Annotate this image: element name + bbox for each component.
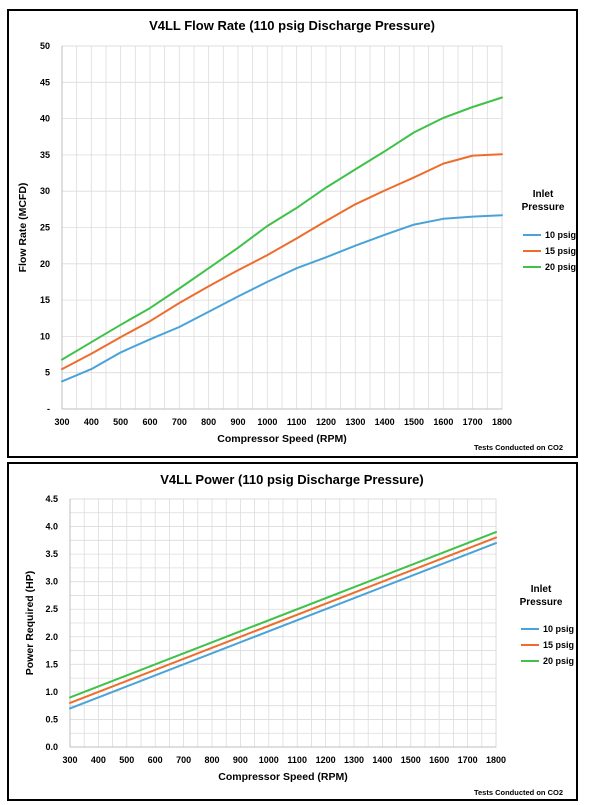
- y-tick-label: 45: [40, 77, 50, 87]
- y-tick-label: 4.0: [45, 522, 58, 532]
- x-tick-label: 1500: [401, 755, 421, 765]
- x-tick-label: 1500: [404, 417, 424, 427]
- y-axis-label: Flow Rate (MCFD): [17, 183, 29, 273]
- y-tick-label: 10: [40, 331, 50, 341]
- x-tick-label: 1000: [259, 755, 279, 765]
- flow-rate-chart-panel: V4LL Flow Rate (110 psig Discharge Press…: [7, 9, 578, 458]
- y-tick-label: -: [47, 404, 50, 414]
- x-tick-label: 300: [54, 417, 69, 427]
- y-tick-label: 20: [40, 259, 50, 269]
- series-line-10-psig: [61, 214, 503, 383]
- x-tick-label: 600: [142, 417, 157, 427]
- y-tick-label: 3.5: [45, 549, 58, 559]
- x-tick-label: 800: [201, 417, 216, 427]
- y-tick-label: 5: [45, 368, 50, 378]
- y-tick-label: 0.5: [45, 714, 58, 724]
- x-tick-label: 1200: [316, 755, 336, 765]
- y-tick-label: 0.0: [45, 742, 58, 752]
- legend-label: 10 psig: [543, 624, 574, 634]
- series-line-15-psig: [69, 536, 497, 704]
- chart-title: V4LL Power (110 psig Discharge Pressure): [160, 472, 424, 487]
- x-tick-label: 300: [62, 755, 77, 765]
- y-tick-label: 25: [40, 223, 50, 233]
- legend-title: Pressure: [520, 597, 563, 608]
- x-tick-label: 500: [113, 417, 128, 427]
- x-tick-label: 900: [233, 755, 248, 765]
- x-tick-label: 400: [91, 755, 106, 765]
- y-axis-label: Power Required (HP): [24, 571, 36, 675]
- x-tick-label: 700: [172, 417, 187, 427]
- series-line-20-psig: [61, 96, 503, 361]
- x-tick-label: 1300: [345, 417, 365, 427]
- y-tick-label: 2.5: [45, 604, 58, 614]
- x-tick-label: 1100: [287, 755, 307, 765]
- y-tick-label: 1.5: [45, 659, 58, 669]
- y-tick-label: 15: [40, 295, 50, 305]
- power-chart: V4LL Power (110 psig Discharge Pressure)…: [24, 472, 574, 797]
- y-tick-label: 1.0: [45, 687, 58, 697]
- x-axis-label: Compressor Speed (RPM): [217, 433, 347, 445]
- legend-label: 20 psig: [543, 656, 574, 666]
- x-tick-label: 700: [176, 755, 191, 765]
- y-tick-label: 50: [40, 41, 50, 51]
- series-line-15-psig: [61, 153, 503, 371]
- y-tick-label: 40: [40, 114, 50, 124]
- y-tick-label: 2.0: [45, 632, 58, 642]
- series-line-20-psig: [69, 531, 497, 699]
- chart-note: Tests Conducted on CO2: [474, 788, 563, 797]
- x-tick-label: 1700: [458, 755, 478, 765]
- x-tick-label: 600: [148, 755, 163, 765]
- x-tick-label: 800: [204, 755, 219, 765]
- x-tick-label: 1700: [463, 417, 483, 427]
- series-line-10-psig: [69, 542, 497, 710]
- power-chart-panel: V4LL Power (110 psig Discharge Pressure)…: [7, 462, 578, 801]
- x-tick-label: 1100: [287, 417, 307, 427]
- x-tick-label: 400: [84, 417, 99, 427]
- legend-title: Pressure: [522, 202, 565, 213]
- y-tick-label: 4.5: [45, 494, 58, 504]
- legend-label: 10 psig: [545, 230, 576, 240]
- x-tick-label: 500: [119, 755, 134, 765]
- x-tick-label: 1400: [375, 417, 395, 427]
- legend-label: 20 psig: [545, 262, 576, 272]
- x-tick-label: 1800: [486, 755, 506, 765]
- y-tick-label: 30: [40, 186, 50, 196]
- legend-title: Inlet: [533, 189, 554, 200]
- x-tick-label: 1300: [344, 755, 364, 765]
- x-axis-label: Compressor Speed (RPM): [218, 771, 348, 783]
- x-tick-label: 1600: [429, 755, 449, 765]
- legend-title: Inlet: [531, 584, 552, 595]
- flow-rate-chart: V4LL Flow Rate (110 psig Discharge Press…: [17, 18, 576, 452]
- x-tick-label: 900: [230, 417, 245, 427]
- x-tick-label: 1000: [257, 417, 277, 427]
- x-tick-label: 1400: [372, 755, 392, 765]
- x-tick-label: 1600: [433, 417, 453, 427]
- y-tick-label: 3.0: [45, 577, 58, 587]
- legend-label: 15 psig: [545, 246, 576, 256]
- chart-title: V4LL Flow Rate (110 psig Discharge Press…: [149, 18, 435, 33]
- y-tick-label: 35: [40, 150, 50, 160]
- x-tick-label: 1800: [492, 417, 512, 427]
- legend-label: 15 psig: [543, 640, 574, 650]
- x-tick-label: 1200: [316, 417, 336, 427]
- chart-note: Tests Conducted on CO2: [474, 443, 563, 452]
